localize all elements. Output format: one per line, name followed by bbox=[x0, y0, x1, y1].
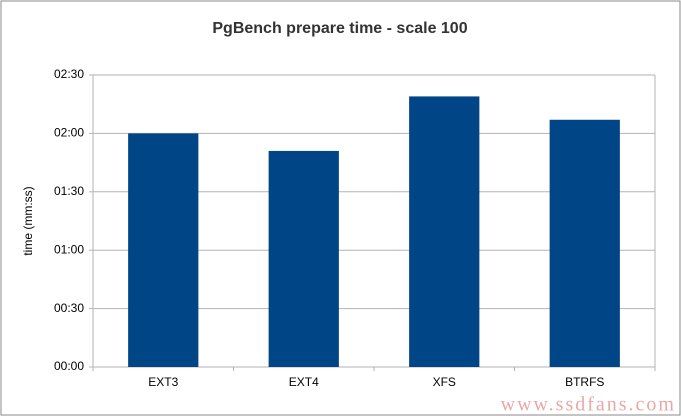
x-tick-label: EXT3 bbox=[148, 375, 178, 389]
y-tick-label: 02:00 bbox=[54, 126, 84, 140]
watermark: www.ssdfans.com bbox=[501, 394, 676, 416]
bar bbox=[409, 96, 480, 367]
y-tick-label: 02:30 bbox=[54, 67, 84, 81]
x-tick-label: EXT4 bbox=[289, 375, 319, 389]
bar bbox=[128, 133, 199, 367]
chart-title: PgBench prepare time - scale 100 bbox=[212, 20, 467, 37]
y-tick-label: 00:30 bbox=[54, 301, 84, 315]
x-tick-label: XFS bbox=[433, 375, 456, 389]
y-tick-label: 01:00 bbox=[54, 242, 84, 256]
bar bbox=[549, 119, 620, 367]
bar bbox=[268, 150, 339, 367]
y-tick-label: 00:00 bbox=[54, 359, 84, 373]
y-axis-title: time (mm:ss) bbox=[21, 186, 35, 255]
y-tick-label: 01:30 bbox=[54, 184, 84, 198]
x-tick-label: BTRFS bbox=[565, 375, 604, 389]
